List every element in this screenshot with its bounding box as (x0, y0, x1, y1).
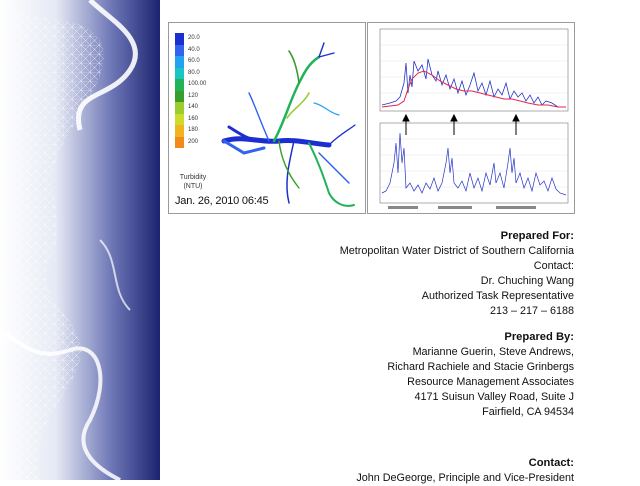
legend-swatch (175, 136, 184, 148)
contact-heading: Contact: (528, 457, 574, 469)
legend-row: 80.0 (175, 67, 206, 79)
timeseries-plots (379, 28, 569, 209)
client-organization: Metropolitan Water District of Southern … (339, 245, 574, 257)
company-city: Fairfield, CA 94534 (482, 406, 574, 418)
legend-swatch (175, 90, 184, 102)
turbidity-map-figure: 20.0 40.0 60.0 80.0 100.00 120 140 160 180 200 Tu… (168, 22, 366, 214)
legend-swatch (175, 113, 184, 125)
legend-swatch (175, 33, 184, 45)
legend-swatch (175, 79, 184, 91)
company-name: Resource Management Associates (407, 376, 574, 388)
legend-title: Turbidity (NTU) (179, 174, 207, 190)
contact-name-line: John DeGeorge, Principle and Vice-Presid… (356, 472, 574, 484)
client-contact-name: Dr. Chuching Wang (480, 275, 574, 287)
authors-line-1: Marianne Guerin, Steve Andrews, (412, 346, 574, 358)
legend-row: 160 (175, 113, 206, 125)
legend-label: 40.0 (188, 46, 200, 53)
legend-row: 180 (175, 125, 206, 137)
river-network-map (221, 42, 356, 207)
legend-swatch (175, 67, 184, 79)
prepared-for-heading: Prepared For: (500, 230, 574, 242)
decorative-mesh-sidebar (0, 0, 160, 480)
legend-swatch (175, 44, 184, 56)
client-contact-title: Authorized Task Representative (421, 290, 574, 302)
legend-row: 140 (175, 102, 206, 114)
legend-label: 100.00 (188, 81, 207, 87)
map-timestamp: Jan. 26, 2010 06:45 (175, 195, 269, 207)
turbidity-timeseries-figure (367, 22, 575, 214)
legend-label: 60.0 (188, 58, 200, 64)
legend-swatch (175, 56, 184, 68)
legend-label: 80.0 (188, 69, 200, 76)
legend-label: 120 (188, 92, 199, 99)
legend-label: 200 (188, 138, 199, 145)
legend-row: 40.0 (175, 44, 206, 56)
legend-row: 60.0 (175, 56, 206, 68)
legend-row: 200 (175, 136, 206, 148)
legend-row: 100.00 (175, 79, 206, 91)
legend-label: 180 (188, 127, 199, 133)
client-phone: 213 – 217 – 6188 (489, 305, 574, 317)
prepared-for-block: Prepared For: Metropolitan Water Distric… (340, 229, 574, 319)
color-legend: 20.0 40.0 60.0 80.0 100.00 120 140 160 180 200 (175, 33, 206, 148)
contact-block: Contact: John DeGeorge, Principle and Vi… (356, 456, 574, 486)
legend-swatch (175, 102, 184, 114)
company-address: 4171 Suisun Valley Road, Suite J (414, 391, 574, 403)
legend-label: 20.0 (188, 35, 200, 41)
legend-swatch (175, 125, 184, 137)
legend-label: 140 (188, 104, 199, 110)
authors-line-2: Richard Rachiele and Stacie Grinbergs (387, 361, 574, 373)
legend-row: 120 (175, 90, 206, 102)
prepared-by-heading: Prepared By: (504, 331, 574, 343)
legend-row: 20.0 (175, 33, 206, 45)
client-contact-label: Contact: (533, 260, 574, 272)
prepared-by-block: Prepared By: Marianne Guerin, Steve Andr… (387, 330, 574, 420)
legend-label: 160 (188, 115, 199, 122)
